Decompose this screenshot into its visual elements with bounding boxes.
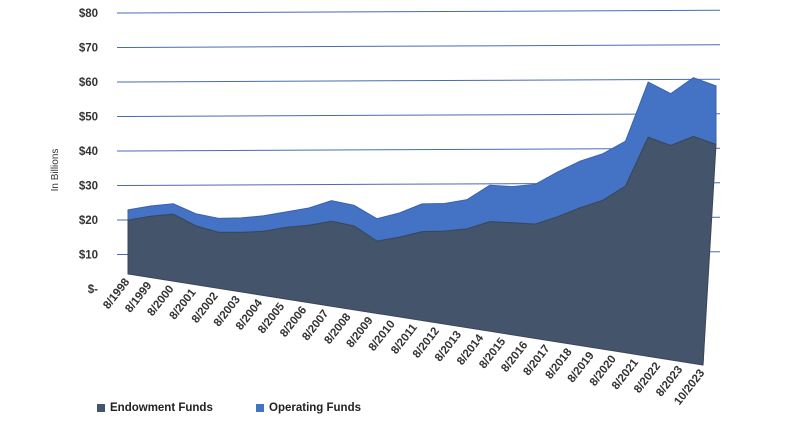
y-tick-label: $70 — [79, 43, 98, 55]
y-tick-label: $40 — [79, 146, 98, 158]
y-tick-label: $10 — [79, 250, 98, 262]
gridline — [116, 113, 721, 117]
areas — [127, 77, 717, 366]
legend-item-endowment: Endowment Funds — [97, 402, 213, 414]
legend-item-operating: Operating Funds — [256, 402, 361, 414]
y-tick-label: $80 — [79, 8, 98, 20]
y-tick-label: $20 — [79, 215, 98, 227]
legend-swatch-operating — [256, 404, 264, 412]
endowment-funds-area — [127, 135, 717, 366]
y-tick-label: $60 — [79, 77, 98, 89]
y-tick-label: $50 — [79, 112, 98, 124]
gridline — [116, 78, 721, 83]
gridline — [116, 9, 721, 14]
y-tick-label: $- — [88, 284, 98, 296]
legend-swatch-endowment — [97, 404, 105, 412]
y-axis-label: In Billions — [50, 149, 61, 192]
legend-label-endowment: Endowment Funds — [110, 402, 213, 414]
gridline — [116, 44, 721, 48]
y-axis-ticks: $- $10 $20 $30 $40 $50 $60 $70 $80 — [79, 8, 98, 296]
legend-label-operating: Operating Funds — [269, 402, 361, 414]
legend: Endowment Funds Operating Funds — [0, 402, 800, 422]
y-tick-label: $30 — [79, 181, 98, 193]
